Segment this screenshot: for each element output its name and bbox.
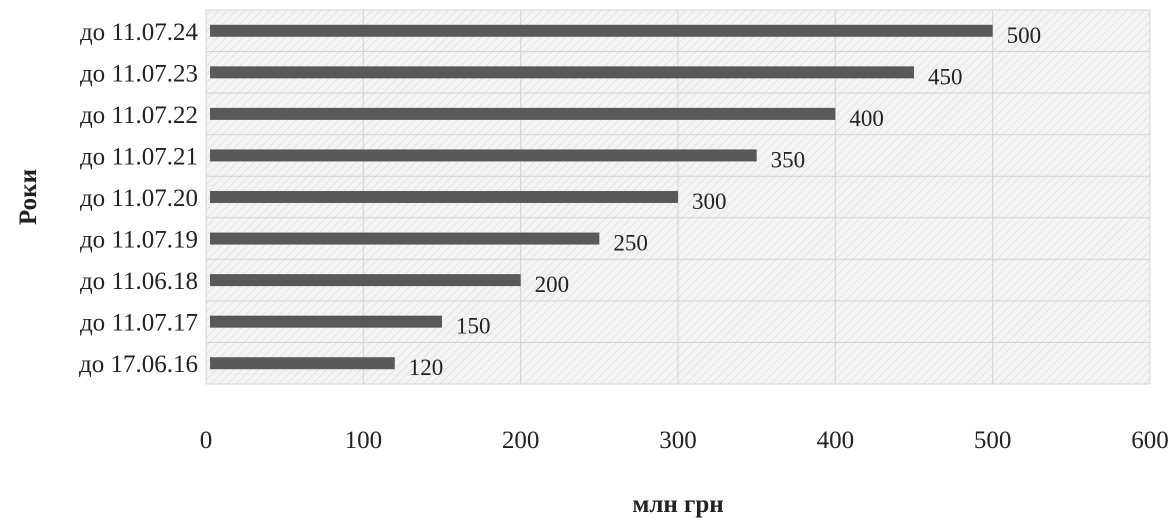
category-labels: до 11.07.24 до 11.07.23 до 11.07.22 до 11.0… — [79, 19, 198, 378]
y-axis-title: Роки — [15, 169, 42, 225]
bar-value-label: 150 — [456, 314, 491, 339]
bar-value-label: 300 — [692, 189, 727, 214]
category-label: до 11.07.21 — [80, 143, 198, 170]
bar-value-label: 500 — [1007, 23, 1042, 48]
bar — [210, 66, 914, 79]
x-tick-label: 600 — [1131, 427, 1169, 454]
x-tick-label: 500 — [974, 427, 1012, 454]
bar-value-label: 200 — [535, 272, 570, 297]
category-label: до 11.07.24 — [80, 19, 199, 46]
category-label: до 11.07.19 — [80, 227, 198, 254]
bar-value-label: 120 — [409, 355, 444, 380]
bar — [210, 357, 395, 370]
category-label: до 11.07.17 — [80, 310, 198, 337]
bar — [210, 232, 600, 245]
category-label: до 11.07.22 — [80, 102, 198, 129]
x-tick-label: 300 — [659, 427, 697, 454]
x-tick-label: 400 — [817, 427, 855, 454]
bar — [210, 24, 993, 37]
x-tick-label: 100 — [345, 427, 383, 454]
bar — [210, 149, 757, 162]
bar — [210, 107, 836, 120]
x-tick-label: 0 — [200, 427, 213, 454]
x-tick-labels: 0 100 200 300 400 500 600 — [200, 427, 1169, 454]
bar-value-label: 350 — [771, 147, 806, 172]
category-label: до 11.06.18 — [80, 268, 198, 295]
bar — [210, 274, 521, 287]
x-axis-title: млн грн — [632, 491, 723, 518]
bars-group: 500 450 400 350 300 250 200 150 120 — [210, 23, 1041, 380]
category-label: до 11.07.23 — [80, 60, 198, 87]
bar — [210, 191, 678, 203]
bar — [210, 315, 442, 328]
category-label: до 11.07.20 — [80, 185, 198, 212]
category-label: до 17.06.16 — [79, 351, 198, 378]
bar-value-label: 250 — [613, 231, 648, 256]
bar-value-label: 400 — [849, 106, 884, 131]
bar-value-label: 450 — [928, 64, 963, 89]
x-tick-label: 200 — [502, 427, 540, 454]
